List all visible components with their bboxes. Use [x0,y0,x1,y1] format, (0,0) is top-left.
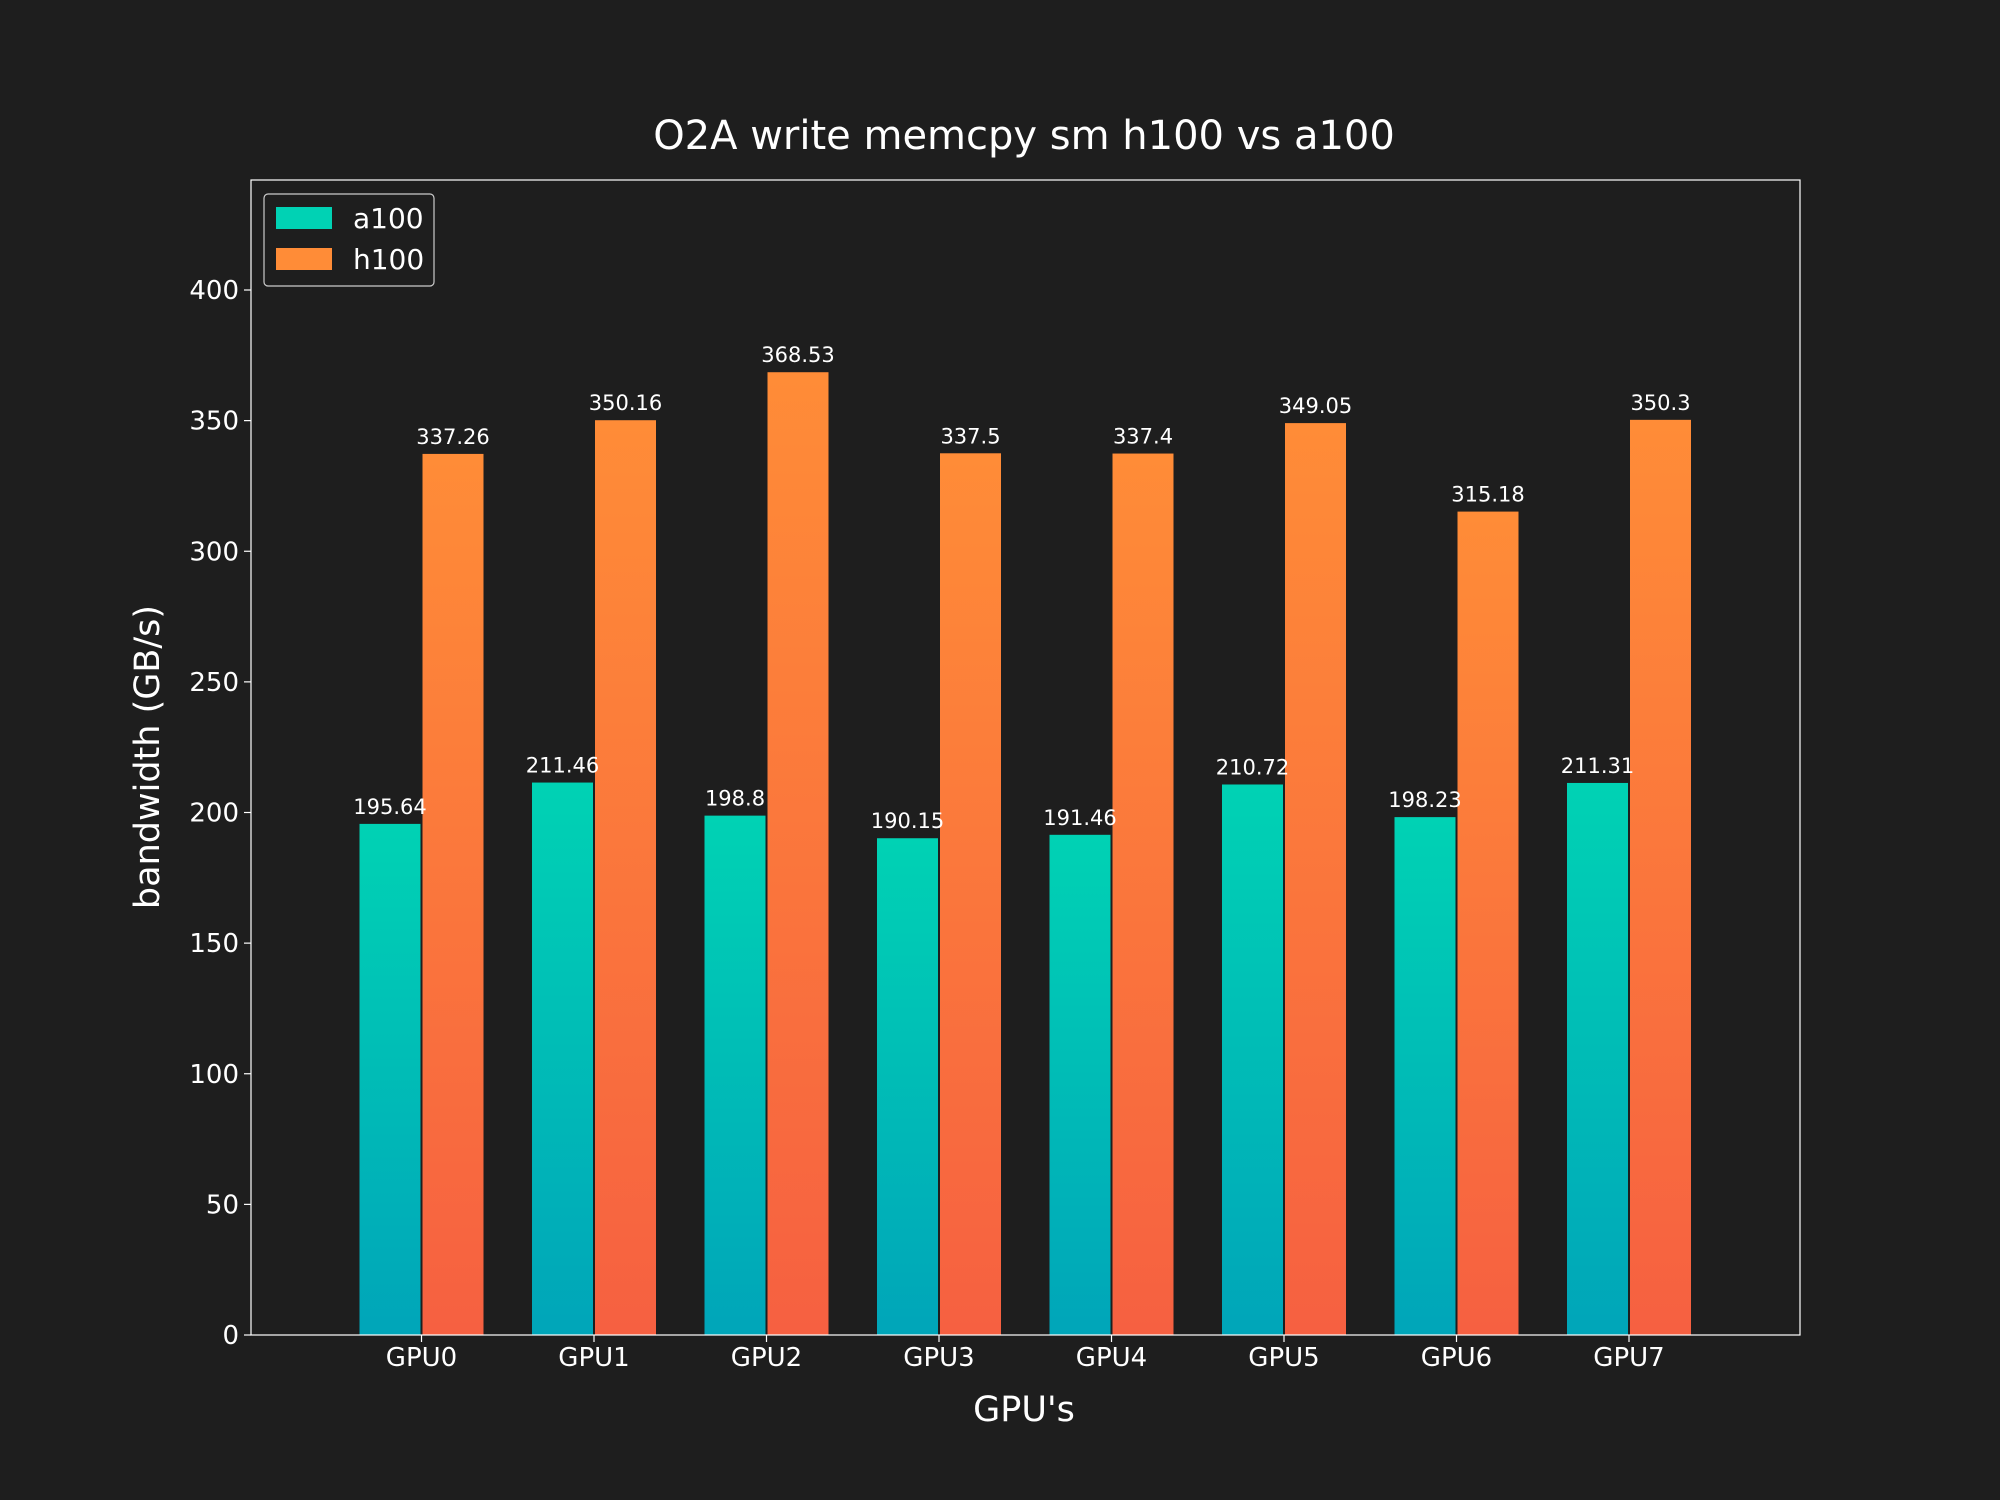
bar-value-label: 211.46 [526,754,599,778]
plot-frame [250,179,1801,1336]
legend-label-a100: a100 [353,202,424,235]
bar-h100-gpu6 [1457,511,1519,1335]
bar-h100-gpu2 [767,372,829,1336]
y-axis: 0 50 100 150 200 250 300 350 400 [189,276,251,1351]
bar-value-label: 368.53 [761,343,834,367]
y-axis-label: bandwidth (GB/s) [128,605,168,909]
bar-a100-gpu6 [1394,817,1456,1335]
bar-h100-gpu7 [1630,419,1691,1335]
bar-a100-gpu5 [1222,784,1283,1335]
chart-title: O2A write memcpy sm h100 vs a100 [653,113,1395,159]
bar-a100-gpu1 [532,782,593,1335]
bar-a100-gpu7 [1567,782,1628,1335]
bar-value-label: 195.64 [353,795,426,819]
bar-value-label: 191.46 [1043,806,1116,830]
bar-value-label: 210.72 [1216,755,1289,779]
x-tick-label: GPU0 [386,1343,457,1373]
bar-h100-gpu3 [940,453,1001,1335]
y-tick-label: 50 [206,1190,239,1220]
y-tick-label: 150 [189,929,239,959]
bar-h100-gpu0 [422,453,484,1335]
bar-value-label: 211.31 [1561,754,1634,778]
x-tick-label: GPU7 [1593,1343,1664,1373]
x-tick-label: GPU1 [558,1343,629,1373]
y-tick-label: 250 [189,668,239,698]
bar-value-label: 315.18 [1451,483,1524,507]
x-tick-label: GPU6 [1421,1343,1492,1373]
bar-a100-gpu4 [1049,834,1111,1335]
y-tick-label: 400 [189,276,239,306]
legend-swatch-h100 [276,248,332,270]
bar-labels-group: 195.64 337.26 211.46 350.16 198.8 368.53 190.1… [353,343,1690,833]
bar-value-label: 198.8 [705,787,765,811]
x-tick-label: GPU5 [1248,1343,1319,1373]
bar-a100-gpu3 [877,838,938,1335]
y-tick-label: 300 [189,537,239,567]
bar-value-label: 350.16 [589,391,662,415]
x-axis: GPU0 GPU1 GPU2 GPU3 GPU4 GPU5 GPU6 GPU7 [386,1335,1665,1373]
bar-value-label: 350.3 [1630,391,1690,415]
bar-h100-gpu1 [595,420,656,1335]
bar-a100-gpu0 [359,823,421,1335]
y-tick-label: 350 [189,407,239,437]
bar-value-label: 337.4 [1113,425,1173,449]
y-tick-label: 100 [189,1060,239,1090]
x-tick-label: GPU3 [903,1343,974,1373]
bar-h100-gpu4 [1112,453,1174,1336]
x-tick-label: GPU2 [731,1343,802,1373]
y-tick-label: 0 [222,1321,239,1351]
bar-a100-gpu2 [704,815,766,1335]
bar-value-label: 190.15 [871,809,944,833]
bars-group [359,372,1691,1336]
legend: a100 h100 [263,193,435,287]
bar-h100-gpu5 [1285,423,1346,1335]
bar-value-label: 337.26 [416,425,489,449]
y-tick-label: 200 [189,799,239,829]
bar-value-label: 349.05 [1279,394,1352,418]
bar-value-label: 337.5 [940,424,1000,448]
legend-label-h100: h100 [353,243,424,276]
x-tick-label: GPU4 [1076,1343,1147,1373]
bar-value-label: 198.23 [1388,788,1461,812]
x-axis-label: GPU's [973,1390,1075,1430]
legend-swatch-a100 [276,207,332,229]
